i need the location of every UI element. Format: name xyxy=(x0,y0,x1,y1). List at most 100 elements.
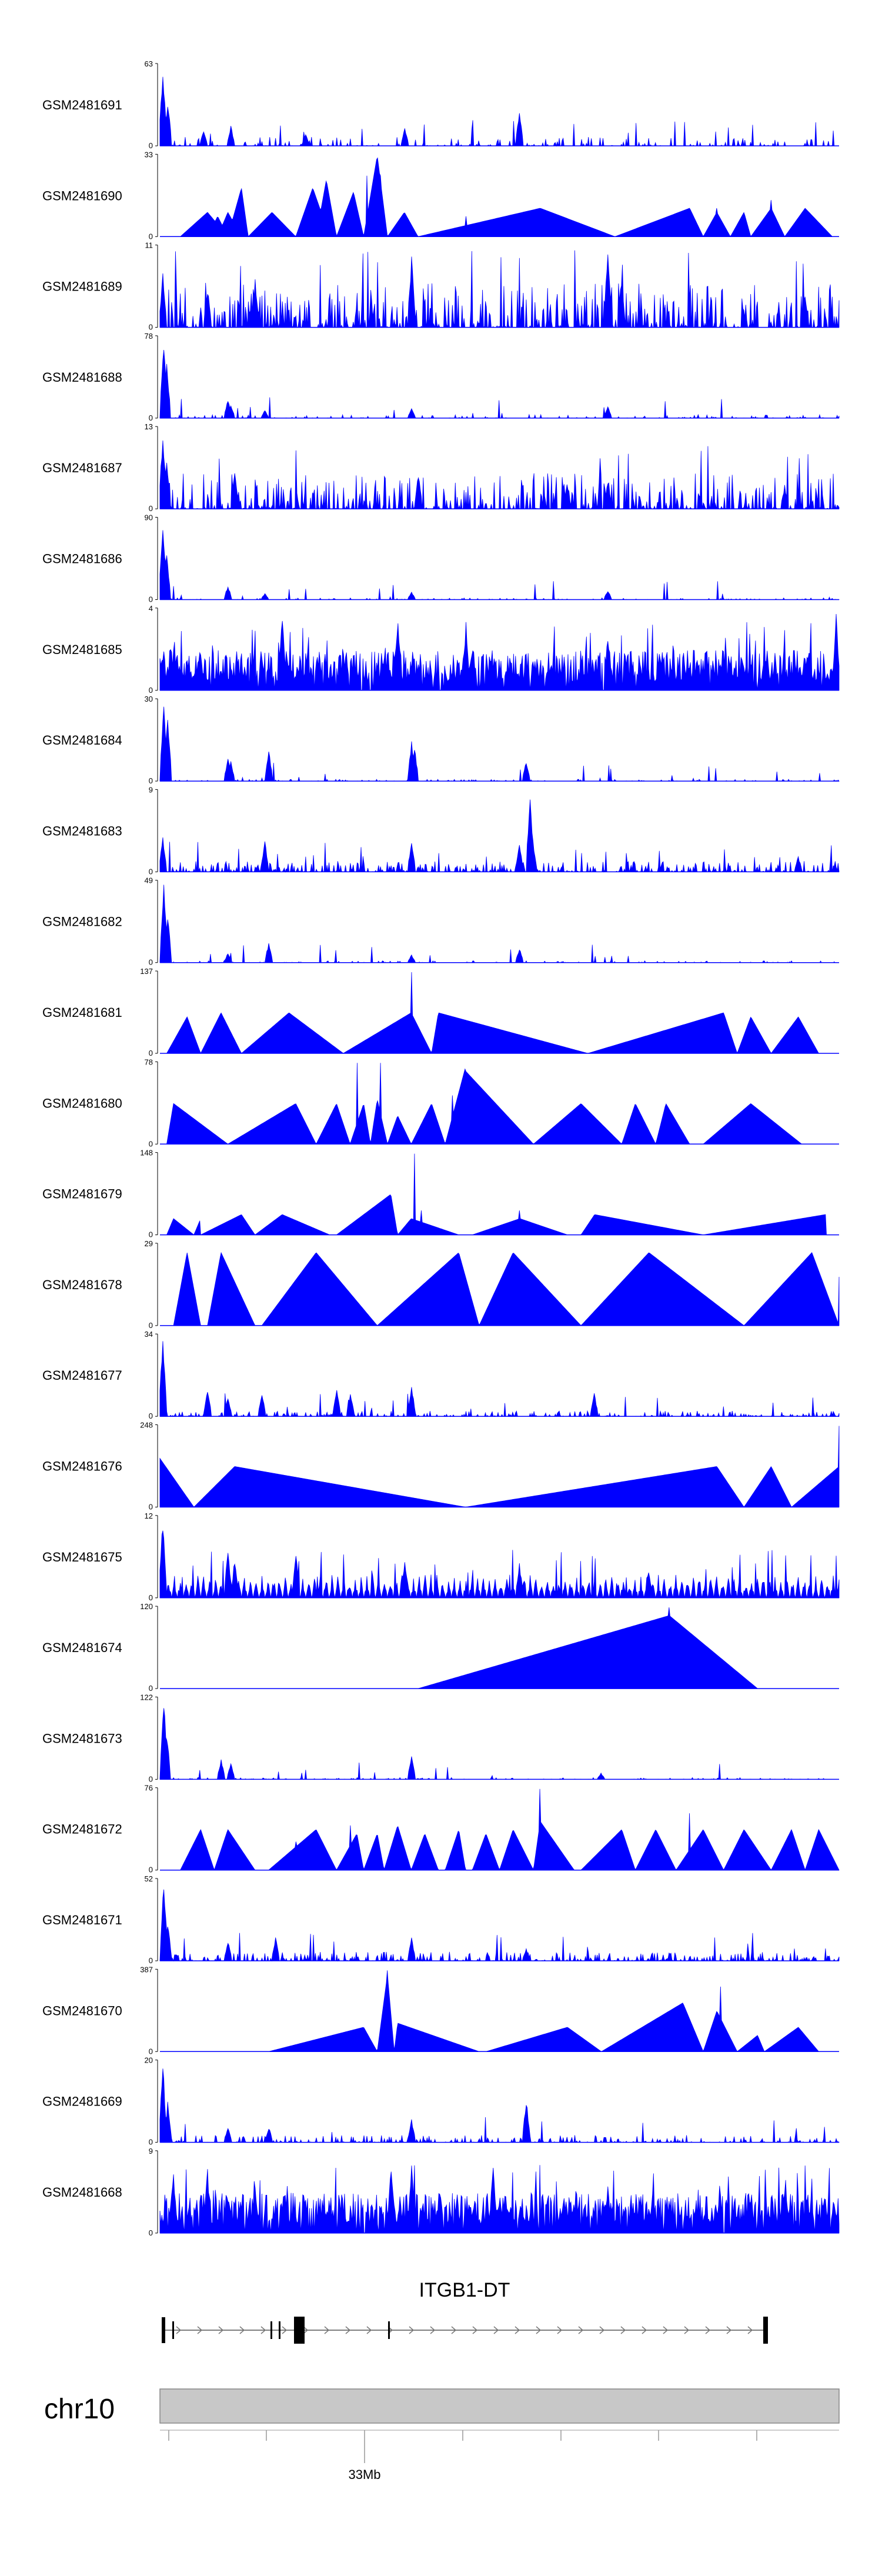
signal-tracks: GSM2481691630GSM2481690330GSM2481689110G… xyxy=(42,59,840,2237)
signal-area xyxy=(159,1708,839,1780)
y-axis-max-label: 78 xyxy=(145,1057,153,1066)
track-GSM2481685: GSM2481685 4 0 xyxy=(42,604,840,695)
track-GSM2481687: GSM2481687 13 0 xyxy=(42,422,840,513)
signal-area xyxy=(159,885,839,964)
y-axis-max-label: 387 xyxy=(140,1965,153,1974)
track-label: GSM2481674 xyxy=(42,1640,122,1655)
strand-arrow xyxy=(197,2326,203,2334)
gene-exon xyxy=(294,2317,305,2344)
track-label: GSM2481672 xyxy=(42,1822,122,1837)
gene-track: ITGB1-DT xyxy=(162,2279,768,2344)
strand-arrow xyxy=(599,2326,605,2334)
y-axis-min-label: 0 xyxy=(149,504,153,513)
y-axis-max-label: 11 xyxy=(145,241,153,250)
track-label: GSM2481679 xyxy=(42,1187,122,1202)
track-label: GSM2481668 xyxy=(42,2185,122,2200)
signal-area xyxy=(160,1252,840,1326)
y-axis-min-label: 0 xyxy=(149,2047,153,2056)
strand-arrow xyxy=(451,2326,457,2334)
y-axis-max-label: 90 xyxy=(145,513,153,522)
track-label: GSM2481683 xyxy=(42,823,122,838)
strand-arrow xyxy=(514,2326,520,2334)
y-axis-max-label: 4 xyxy=(149,604,153,613)
signal-area xyxy=(160,972,839,1054)
track-label: GSM2481680 xyxy=(42,1096,122,1110)
track-GSM2481673: GSM2481673 122 0 xyxy=(42,1693,839,1783)
y-axis-min-label: 0 xyxy=(149,413,153,422)
signal-area xyxy=(159,799,840,873)
track-label: GSM2481681 xyxy=(42,1005,122,1020)
chromosome-ideogram: chr10 xyxy=(44,2388,840,2425)
signal-area xyxy=(159,349,840,419)
y-axis-min-label: 0 xyxy=(149,776,153,785)
track-label: GSM2481682 xyxy=(42,915,122,929)
y-axis-min-label: 0 xyxy=(149,323,153,332)
track-GSM2481688: GSM2481688 78 0 xyxy=(42,332,840,422)
y-axis-min-label: 0 xyxy=(149,1049,153,1057)
y-axis-max-label: 29 xyxy=(145,1239,153,1248)
track-GSM2481671: GSM2481671 52 0 xyxy=(42,1874,840,1965)
strand-arrow xyxy=(345,2326,351,2334)
signal-area xyxy=(159,1341,840,1417)
y-axis-max-label: 137 xyxy=(140,967,153,976)
track-label: GSM2481678 xyxy=(42,1277,122,1292)
strand-arrow xyxy=(578,2326,584,2334)
track-GSM2481668: GSM2481668 9 0 xyxy=(42,2147,840,2237)
y-axis-min-label: 0 xyxy=(149,1412,153,1420)
track-GSM2481672: GSM2481672 76 0 xyxy=(42,1784,840,1874)
track-label: GSM2481685 xyxy=(42,642,122,657)
signal-area xyxy=(160,1607,839,1689)
track-label: GSM2481691 xyxy=(42,98,122,112)
gene-name-label: ITGB1-DT xyxy=(419,2279,510,2301)
track-GSM2481683: GSM2481683 9 0 xyxy=(42,785,840,876)
y-axis-min-label: 0 xyxy=(149,1684,153,1693)
strand-arrow xyxy=(705,2326,711,2334)
y-axis-max-label: 9 xyxy=(149,2147,153,2155)
y-axis-min-label: 0 xyxy=(149,2138,153,2147)
y-axis-min-label: 0 xyxy=(149,1139,153,1148)
track-label: GSM2481688 xyxy=(42,370,122,385)
y-axis-max-label: 30 xyxy=(145,695,153,703)
gene-exon xyxy=(388,2321,390,2339)
signal-area xyxy=(159,1530,840,1599)
track-GSM2481670: GSM2481670 387 0 xyxy=(42,1965,839,2056)
y-axis-max-label: 122 xyxy=(140,1693,153,1701)
signal-area xyxy=(159,706,840,782)
track-GSM2481679: GSM2481679 148 0 xyxy=(42,1149,839,1239)
strand-arrow xyxy=(303,2326,309,2334)
strand-arrow xyxy=(366,2326,372,2334)
strand-arrow xyxy=(726,2326,732,2334)
ideogram-band xyxy=(159,2388,840,2424)
signal-area xyxy=(159,1889,840,1962)
track-GSM2481689: GSM2481689 11 0 xyxy=(42,241,840,332)
track-GSM2481674: GSM2481674 120 0 xyxy=(42,1602,839,1693)
gene-exon xyxy=(162,2317,165,2343)
y-axis-max-label: 76 xyxy=(145,1784,153,1793)
track-GSM2481675: GSM2481675 12 0 xyxy=(42,1511,840,1602)
genome-axis: 33Mb xyxy=(160,2430,839,2482)
gene-exon xyxy=(172,2321,174,2339)
strand-arrow xyxy=(747,2326,753,2334)
strand-arrow xyxy=(430,2326,436,2334)
track-label: GSM2481670 xyxy=(42,2003,122,2018)
strand-arrow xyxy=(642,2326,647,2334)
signal-area xyxy=(159,250,840,329)
y-axis-max-label: 78 xyxy=(145,332,153,341)
track-label: GSM2481686 xyxy=(42,552,122,566)
y-axis-min-label: 0 xyxy=(149,141,153,150)
y-axis-max-label: 49 xyxy=(145,876,153,885)
strand-arrow xyxy=(260,2326,266,2334)
y-axis-min-label: 0 xyxy=(149,1230,153,1239)
y-axis-max-label: 13 xyxy=(145,422,153,431)
genome-axis-tick-label: 33Mb xyxy=(348,2467,380,2482)
track-GSM2481684: GSM2481684 30 0 xyxy=(42,695,840,785)
y-axis-min-label: 0 xyxy=(149,867,153,876)
y-axis-min-label: 0 xyxy=(149,1956,153,1965)
track-GSM2481669: GSM2481669 20 0 xyxy=(42,2056,840,2147)
strand-arrow xyxy=(472,2326,478,2334)
track-GSM2481691: GSM2481691 63 0 xyxy=(42,59,839,150)
signal-area xyxy=(159,613,840,691)
track-label: GSM2481673 xyxy=(42,1731,122,1746)
strand-arrow xyxy=(684,2326,690,2334)
